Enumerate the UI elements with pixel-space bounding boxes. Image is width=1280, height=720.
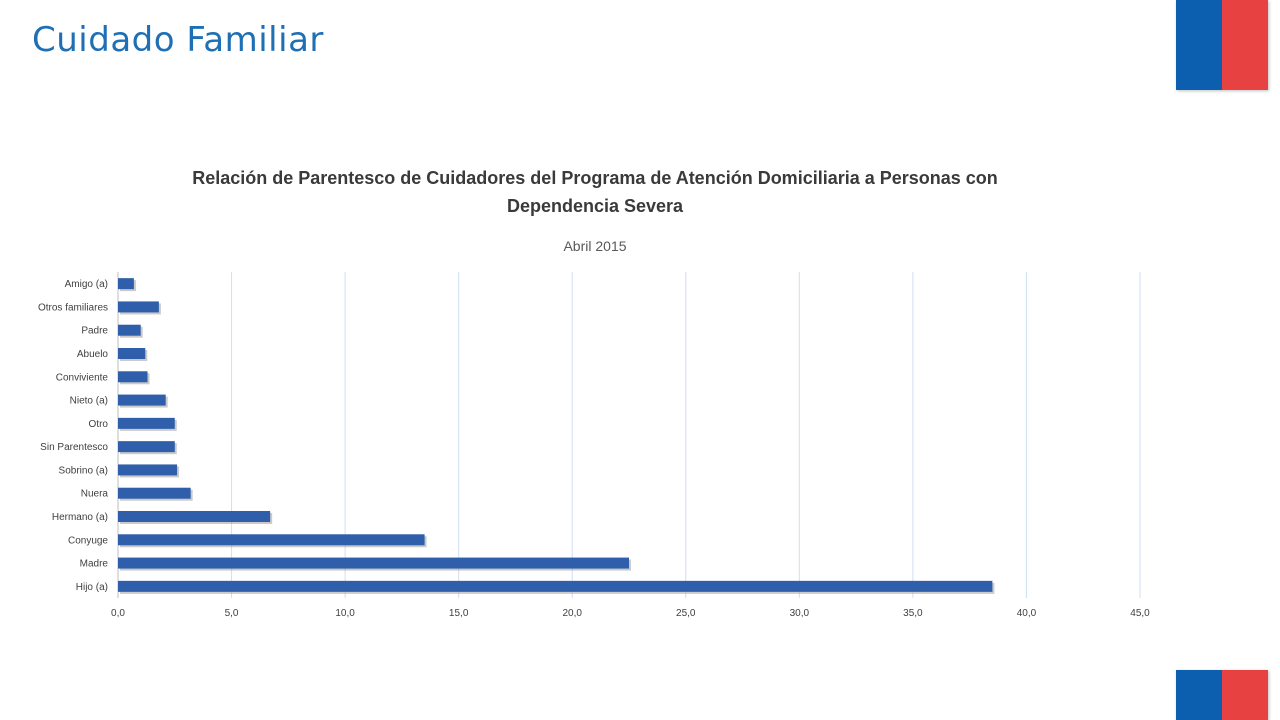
x-tick-label: 15,0 bbox=[449, 608, 469, 619]
y-category-label: Padre bbox=[81, 326, 108, 337]
flag-red-stripe bbox=[1222, 670, 1268, 720]
flag-red-stripe bbox=[1222, 0, 1268, 90]
bar bbox=[118, 301, 159, 313]
y-category-label: Madre bbox=[80, 559, 109, 570]
y-category-label: Nuera bbox=[81, 489, 109, 500]
x-tick-label: 5,0 bbox=[225, 608, 239, 619]
flag-logo-top bbox=[1176, 0, 1268, 90]
bar bbox=[118, 417, 175, 429]
y-category-label: Hijo (a) bbox=[76, 582, 108, 593]
bar bbox=[118, 278, 134, 290]
bar bbox=[118, 324, 141, 336]
y-category-label: Conviviente bbox=[56, 372, 109, 383]
flag-blue-stripe bbox=[1176, 0, 1222, 90]
y-category-label: Conyuge bbox=[68, 535, 108, 546]
bar bbox=[118, 487, 191, 499]
y-category-label: Amigo (a) bbox=[65, 279, 108, 290]
bar bbox=[118, 441, 175, 453]
bar bbox=[118, 371, 148, 383]
y-category-label: Otros familiares bbox=[38, 302, 108, 313]
x-tick-label: 30,0 bbox=[790, 608, 810, 619]
bar bbox=[118, 394, 166, 406]
page-title: Cuidado Familiar bbox=[32, 20, 324, 60]
y-category-label: Sobrino (a) bbox=[59, 465, 108, 476]
bar bbox=[118, 580, 993, 592]
flag-logo-bottom bbox=[1176, 670, 1268, 720]
chart-title: Relación de Parentesco de Cuidadores del… bbox=[192, 168, 998, 216]
bar bbox=[118, 464, 178, 476]
chart-subtitle: Abril 2015 bbox=[563, 238, 627, 254]
x-tick-label: 0,0 bbox=[111, 608, 125, 619]
bar bbox=[118, 511, 271, 522]
y-category-label: Nieto (a) bbox=[70, 396, 108, 407]
x-tick-label: 45,0 bbox=[1130, 608, 1150, 619]
bar bbox=[118, 348, 146, 359]
bar bbox=[118, 557, 629, 569]
y-category-label: Otro bbox=[89, 419, 109, 430]
x-tick-label: 20,0 bbox=[562, 608, 582, 619]
flag-blue-stripe bbox=[1176, 670, 1222, 720]
y-category-label: Sin Parentesco bbox=[40, 442, 108, 453]
x-tick-label: 10,0 bbox=[335, 608, 355, 619]
bar bbox=[118, 534, 425, 546]
x-tick-label: 35,0 bbox=[903, 608, 923, 619]
x-tick-label: 40,0 bbox=[1017, 608, 1037, 619]
y-category-label: Abuelo bbox=[77, 349, 109, 360]
x-tick-label: 25,0 bbox=[676, 608, 696, 619]
y-category-label: Hermano (a) bbox=[52, 512, 108, 523]
